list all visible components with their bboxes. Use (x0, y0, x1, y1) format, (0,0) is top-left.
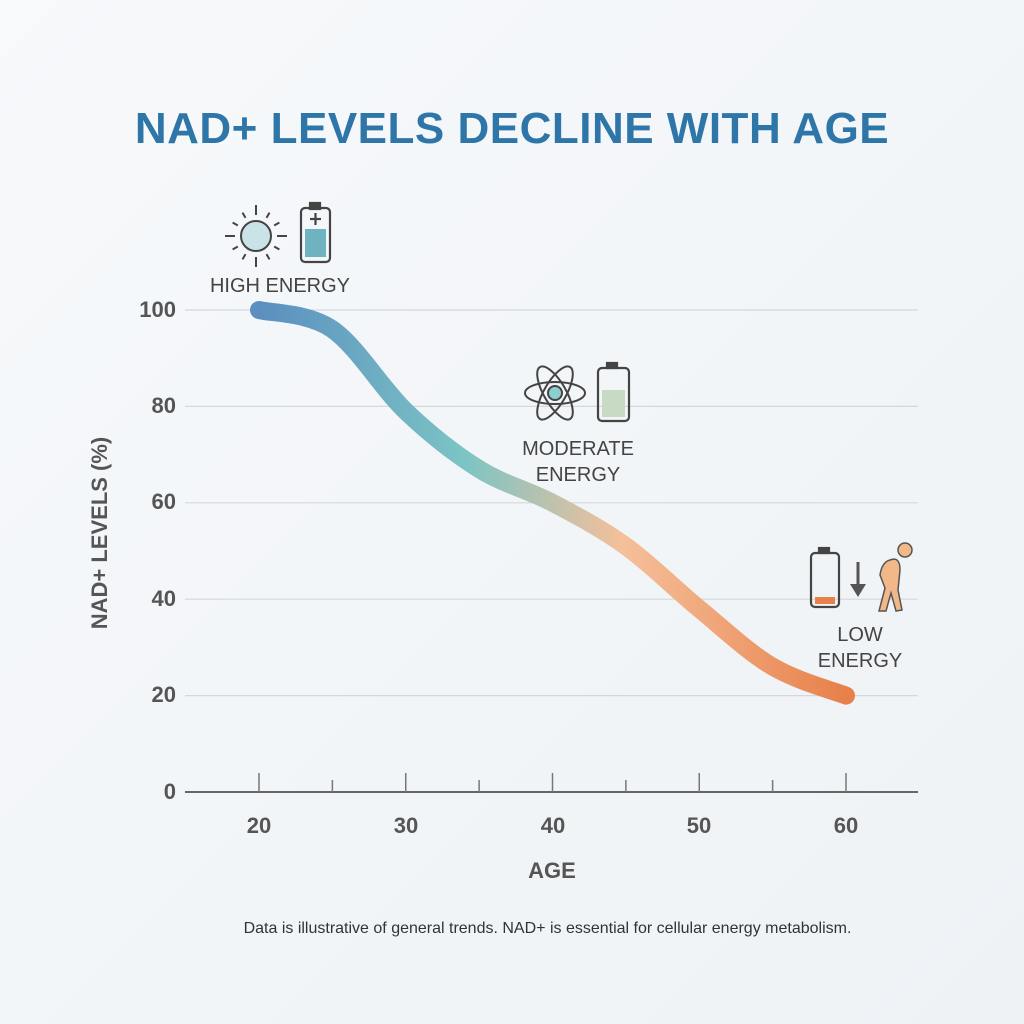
low-battery-icon (809, 546, 841, 609)
x-axis-label: AGE (528, 858, 576, 883)
sun-ray (241, 212, 247, 219)
sun-icon (225, 205, 287, 267)
nad-levels-line (250, 301, 855, 705)
full-battery-icon (299, 201, 332, 264)
y-tick-label: 100 (139, 297, 176, 322)
y-axis-label: NAD+ LEVELS (%) (87, 436, 112, 630)
atom-icon (524, 365, 586, 421)
sun-ray (241, 253, 247, 260)
annotation-label: ENERGY (535, 464, 621, 486)
sun-ray (232, 245, 239, 251)
sun-ray (273, 221, 280, 227)
annotation-label: ENERGY (817, 650, 903, 672)
y-tick-label: 60 (151, 489, 176, 514)
x-tick-label: 40 (540, 813, 566, 838)
sun-ray (273, 245, 280, 251)
annotation-moderate-energy: MODERATE ENERGY (498, 436, 658, 488)
y-tick-label: 20 (151, 682, 176, 707)
sun-ray (265, 253, 271, 260)
chart-title: NAD+ LEVELS DECLINE WITH AGE (134, 104, 890, 153)
half-battery-icon (596, 361, 631, 423)
annotation-low-energy: LOW ENERGY (800, 622, 920, 674)
annotation-label: LOW (837, 624, 883, 646)
x-tick-label: 50 (686, 813, 712, 838)
annotation-high-energy: HIGH ENERGY (200, 273, 360, 299)
sun-ray (232, 221, 239, 227)
tired-person-icon (878, 542, 913, 612)
annotation-label: MODERATE (522, 438, 634, 460)
y-tick-label: 40 (151, 586, 176, 611)
x-tick-label: 30 (393, 813, 419, 838)
x-tick-label: 60 (833, 813, 859, 838)
y-tick-label: 0 (163, 779, 176, 804)
x-tick-label: 20 (246, 813, 272, 838)
y-tick-label: 80 (151, 393, 176, 418)
sun-ray (265, 212, 271, 219)
annotation-label: HIGH ENERGY (209, 275, 351, 297)
down-arrow-icon (850, 562, 866, 597)
footnote: Data is illustrative of general trends. … (243, 920, 852, 937)
